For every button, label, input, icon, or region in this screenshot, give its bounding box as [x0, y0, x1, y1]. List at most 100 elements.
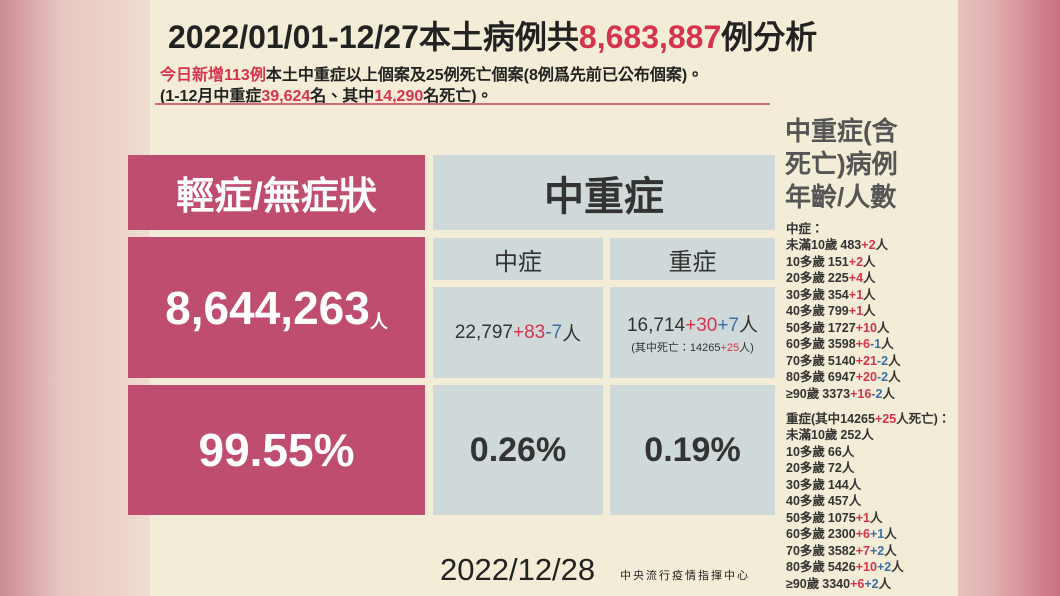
mild-unit: 人: [369, 312, 388, 332]
moderate-minus: -7: [545, 321, 563, 343]
age-label: 40多歲: [786, 494, 825, 508]
age-label: 20多歲: [786, 461, 825, 475]
age-blue: +2: [864, 576, 879, 591]
age-count: 225: [827, 271, 849, 285]
age-count: 5140: [827, 353, 856, 368]
age-unit: 人: [869, 510, 883, 525]
side-heading: 中重症(含 死亡)病例 年齡/人數: [785, 115, 898, 214]
age-row: 50多歲 1727+10人: [786, 317, 889, 336]
age-red: +20: [855, 370, 877, 384]
age-red: +10: [855, 560, 877, 574]
age-unit: 人: [881, 337, 894, 351]
moderate-unit: 人: [562, 324, 582, 345]
mild-percent: 99.55%: [128, 385, 425, 515]
age-label: 30多歲: [786, 287, 825, 302]
age-row: 40多歲 457人: [786, 490, 861, 509]
severe-count-line: 16,714+30+7人: [627, 310, 758, 337]
age-count: 66: [827, 444, 842, 459]
age-count: 354: [827, 287, 849, 302]
age-unit: 人: [888, 370, 901, 384]
age-blue: +2: [869, 543, 885, 558]
age-count: 5426: [827, 560, 856, 574]
moderate-count: 22,797 +83 -7 人: [433, 287, 603, 378]
severe-group-header: 中重症: [433, 155, 775, 230]
age-count: 144: [827, 477, 849, 492]
age-count: 3340: [822, 576, 851, 591]
severe-extra: +7: [717, 315, 739, 336]
age-label: 10多歲: [786, 444, 825, 459]
age-red: +6: [855, 337, 870, 351]
subtitle-number: 39,624: [261, 88, 311, 105]
age-label: 70多歲: [786, 353, 825, 368]
age-count: 1075: [827, 510, 856, 525]
age-label: 未滿10歲: [786, 238, 838, 252]
age-row: 未滿10歲 252人: [786, 424, 874, 443]
age-unit: 人: [861, 428, 874, 442]
severe-percent: 0.19%: [610, 385, 775, 515]
subtitle-highlight: 今日新增113例: [160, 67, 266, 84]
moderate-percent: 0.26%: [433, 385, 603, 515]
age-count: 457: [827, 494, 849, 508]
age-unit: 人: [848, 477, 862, 492]
age-red: +1: [848, 304, 864, 318]
severe-base: 16,714: [626, 315, 686, 336]
age-row: ≥90歲 3340+6+2人: [786, 573, 891, 592]
age-unit: 人: [878, 576, 892, 591]
age-red: +7: [855, 543, 870, 558]
severe-note-text: (其中死亡：14265: [631, 342, 721, 354]
severe-note-number: +25: [720, 342, 740, 354]
age-count: 6947: [827, 370, 856, 384]
age-unit: 人: [875, 238, 889, 252]
moderate-base: 22,797: [454, 321, 513, 343]
age-red: +16: [850, 386, 872, 401]
side-heading-line: 中重症(含: [785, 116, 898, 146]
age-unit: 人: [884, 527, 897, 541]
title: 2022/01/01-12/27本土病例共8,683,887例分析: [168, 12, 817, 58]
age-unit: 人: [888, 353, 901, 368]
age-unit: 人: [863, 287, 876, 302]
age-count: 3373: [822, 386, 851, 401]
subtitle-text: (1-12月中重症: [160, 88, 262, 105]
age-row: 50多歲 1075+1人: [786, 507, 883, 526]
age-unit: 人: [891, 560, 904, 574]
age-count: 72: [827, 461, 842, 475]
age-unit: 人: [863, 304, 876, 318]
age-row: 40多歲 799+1人: [786, 300, 876, 319]
age-label: 未滿10歲: [786, 428, 838, 442]
moderate-list-header: 中症：: [786, 222, 824, 236]
footer-org: 中央流行疫情指揮中心: [620, 570, 750, 582]
mild-header: 輕症/無症狀: [128, 155, 425, 230]
age-blue: +1: [869, 527, 885, 541]
age-unit: 人: [848, 494, 862, 508]
age-label: 60多歲: [786, 527, 825, 541]
severe-count: 16,714+30+7人 (其中死亡：14265+25人): [610, 287, 775, 378]
age-blue: -2: [876, 353, 889, 368]
age-row: 80多歲 6947+20-2人: [786, 366, 901, 385]
subtitle-text: 名、其中: [310, 88, 375, 105]
moderate-header: 中症: [433, 238, 603, 280]
age-label: 30多歲: [786, 477, 825, 492]
title-suffix: 例分析: [721, 19, 818, 55]
age-label: 70多歲: [786, 543, 825, 558]
age-row: 10多歲 66人: [786, 441, 854, 460]
age-label: ≥90歲: [786, 386, 820, 401]
age-count: 151: [827, 254, 849, 269]
age-red: +2: [848, 254, 864, 269]
moderate-plus: +83: [512, 321, 546, 343]
age-row: 20多歲 72人: [786, 457, 854, 476]
age-count: 2300: [827, 527, 856, 541]
severe-header: 重症: [610, 238, 775, 280]
side-heading-line: 死亡)病例: [785, 149, 898, 179]
severe-note-text: 人): [739, 342, 754, 354]
age-count: 1727: [827, 320, 856, 335]
title-total: 8,683,887: [578, 19, 722, 55]
age-row: ≥90歲 3373+16-2人: [786, 383, 895, 402]
severe-note: (其中死亡：14265+25人): [631, 339, 754, 355]
severe-list-number: +25: [874, 412, 897, 426]
age-label: 80多歲: [786, 370, 825, 384]
age-blue: -2: [876, 370, 889, 384]
mild-count: 8,644,263 人: [128, 237, 425, 378]
age-red: +1: [848, 287, 864, 302]
age-count: 483: [840, 238, 862, 252]
